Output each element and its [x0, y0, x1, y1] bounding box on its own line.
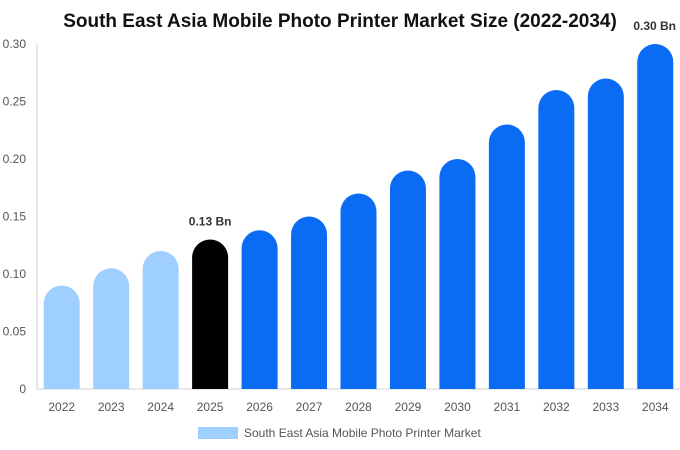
- x-tick-label: 2033: [592, 400, 619, 414]
- y-tick-label: 0.30: [3, 37, 27, 51]
- bar-2024: [142, 251, 179, 389]
- legend: South East Asia Mobile Photo Printer Mar…: [198, 426, 481, 440]
- bar-2025: [192, 239, 229, 389]
- chart-title: South East Asia Mobile Photo Printer Mar…: [63, 11, 617, 32]
- bar-2023: [93, 268, 130, 389]
- x-tick-label: 2024: [147, 400, 174, 414]
- x-tick-label: 2027: [296, 400, 323, 414]
- data-label-2025: 0.13 Bn: [189, 215, 232, 229]
- y-tick-label: 0.20: [3, 152, 27, 166]
- x-tick-label: 2030: [444, 400, 471, 414]
- bar-2033: [587, 78, 624, 389]
- x-tick-label: 2029: [395, 400, 422, 414]
- bar-2031: [488, 124, 525, 389]
- x-tick-label: 2022: [48, 400, 75, 414]
- x-tick-label: 2023: [98, 400, 125, 414]
- x-tick-label: 2034: [642, 400, 669, 414]
- x-tick-label: 2028: [345, 400, 372, 414]
- x-axis-ticks: 2022 2023 2024 2025 2026 2027 2028 2029 2030 2031…: [48, 400, 669, 414]
- x-tick-label: 2025: [197, 400, 224, 414]
- x-tick-label: 2032: [543, 400, 570, 414]
- y-axis-ticks: 0 0.05 0.10 0.15 0.20 0.25 0.30: [3, 37, 27, 396]
- bar-2034: [637, 44, 674, 389]
- legend-swatch: [198, 427, 238, 439]
- data-label-2034: 0.30 Bn: [633, 19, 676, 33]
- bar-2027: [291, 216, 328, 389]
- y-tick-label: 0.25: [3, 95, 27, 109]
- data-labels: 0.13 Bn 0.30 Bn: [189, 19, 676, 229]
- x-tick-label: 2026: [246, 400, 273, 414]
- x-tick-label: 2031: [494, 400, 521, 414]
- y-tick-label: 0.05: [3, 325, 27, 339]
- bar-2028: [340, 193, 377, 389]
- y-tick-label: 0.10: [3, 267, 27, 281]
- y-tick-label: 0.15: [3, 210, 27, 224]
- legend-label: South East Asia Mobile Photo Printer Mar…: [244, 426, 481, 440]
- bars-group: [43, 44, 674, 389]
- y-tick-label: 0: [19, 382, 26, 396]
- bar-2029: [389, 170, 426, 389]
- bar-2026: [241, 230, 278, 389]
- bar-2030: [439, 159, 476, 389]
- bar-2022: [43, 285, 80, 389]
- bar-2032: [538, 90, 575, 389]
